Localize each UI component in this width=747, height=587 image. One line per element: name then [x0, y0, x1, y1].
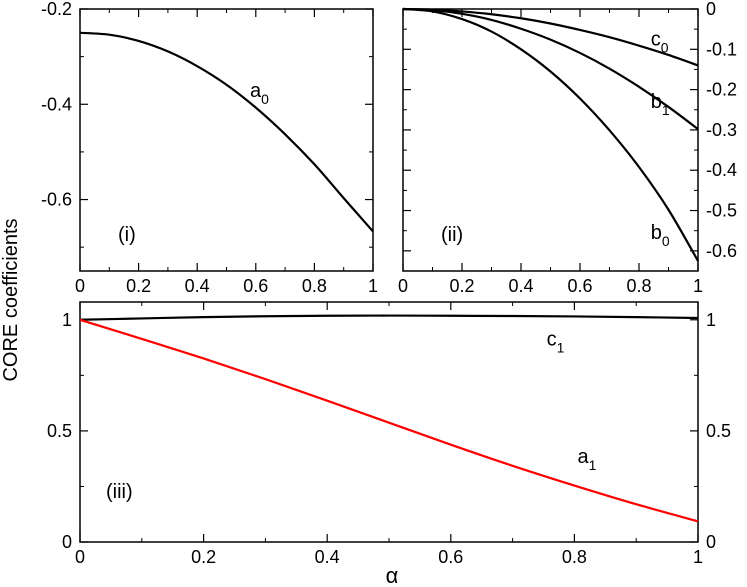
chart0-x-tick-label: 0.4 [185, 276, 210, 296]
chart2-x-tick-label: 0.6 [438, 547, 463, 567]
chart1-series-b0-label: b0 [651, 222, 670, 249]
chart0-x-tick-label: 1 [368, 276, 378, 296]
chart2-x-tick-label: 0.2 [191, 547, 216, 567]
chart0-y-tick-label: -0.4 [41, 94, 72, 114]
chart2-x-tick-label: 0.4 [315, 547, 340, 567]
chart1-y-tick-label-right: 0 [706, 0, 716, 19]
chart2-series-a1-label: a1 [577, 446, 596, 473]
chart2-x-tick-label: 1 [693, 547, 703, 567]
chart2-x-tick-label: 0 [75, 547, 85, 567]
x-axis-label: α [386, 563, 399, 587]
chart2-y-tick-label-right: 0.5 [706, 421, 731, 441]
chart0-panel-label: (i) [118, 224, 136, 246]
chart2-series-c1-line [79, 314, 699, 321]
chart0-x-tick-label: 0.8 [302, 276, 327, 296]
chart1-x-tick-label: 0 [398, 276, 408, 296]
chart2-y-tick-label: 0.5 [47, 421, 72, 441]
chart1-y-tick-label-right: -0.4 [706, 160, 737, 180]
chart2-panel-label: (iii) [106, 481, 133, 503]
chart2-y-tick-label: 1 [62, 310, 72, 330]
panel-ii: 0 0.2 0.4 0.6 0.8 1 0 -0.1 -0.2 -0.3 -0.4 -0.5 -0.6 c… [398, 0, 737, 296]
chart1-y-tick-label-right: -0.3 [706, 120, 737, 140]
chart1-y-tick-label-right: -0.2 [706, 80, 737, 100]
chart1-y-tick-label-right: -0.5 [706, 201, 737, 221]
chart0-y-tick-label: -0.6 [41, 190, 72, 210]
chart1-series-b1-line [402, 7, 699, 130]
chart1-x-tick-label: 0.6 [567, 276, 592, 296]
chart0-series-a0-line [79, 31, 374, 233]
chart1-series-b0-line [402, 7, 699, 262]
chart0-series-a0-label: a0 [250, 80, 269, 107]
chart1-panel-label: (ii) [441, 224, 463, 246]
chart2-series-a1-line [79, 318, 699, 523]
chart1-series-b1-label: b1 [651, 91, 670, 118]
chart2-y-tick-label-right: 1 [706, 310, 716, 330]
chart1-x-tick-label: 0.8 [626, 276, 651, 296]
chart2-series-c1-label: c1 [547, 328, 565, 355]
chart2-x-tick-label: 0.8 [562, 547, 587, 567]
chart1-series-c0-label: c0 [651, 28, 669, 55]
chart1-series-c0-line [402, 7, 699, 67]
chart1-x-tick-label: 1 [693, 276, 703, 296]
chart0-x-tick-label: 0.2 [126, 276, 151, 296]
chart2-y-tick-label-right: 0 [706, 532, 716, 552]
chart0-x-tick-label: 0 [75, 276, 85, 296]
panel-i: 0 0.2 0.4 0.6 0.8 1 -0.2 -0.4 -0.6 a0 (i) [41, 0, 378, 296]
chart0-x-tick-label: 0.6 [243, 276, 268, 296]
chart1-y-tick-label-right: -0.6 [706, 241, 737, 261]
y-axis-label: CORE coefficients [0, 218, 22, 381]
chart0-y-tick-label: -0.2 [41, 0, 72, 19]
chart1-x-tick-label: 0.4 [508, 276, 533, 296]
chart2-y-tick-label: 0 [62, 532, 72, 552]
chart1-y-tick-label-right: -0.1 [706, 39, 737, 59]
chart1-x-tick-label: 0.2 [449, 276, 474, 296]
